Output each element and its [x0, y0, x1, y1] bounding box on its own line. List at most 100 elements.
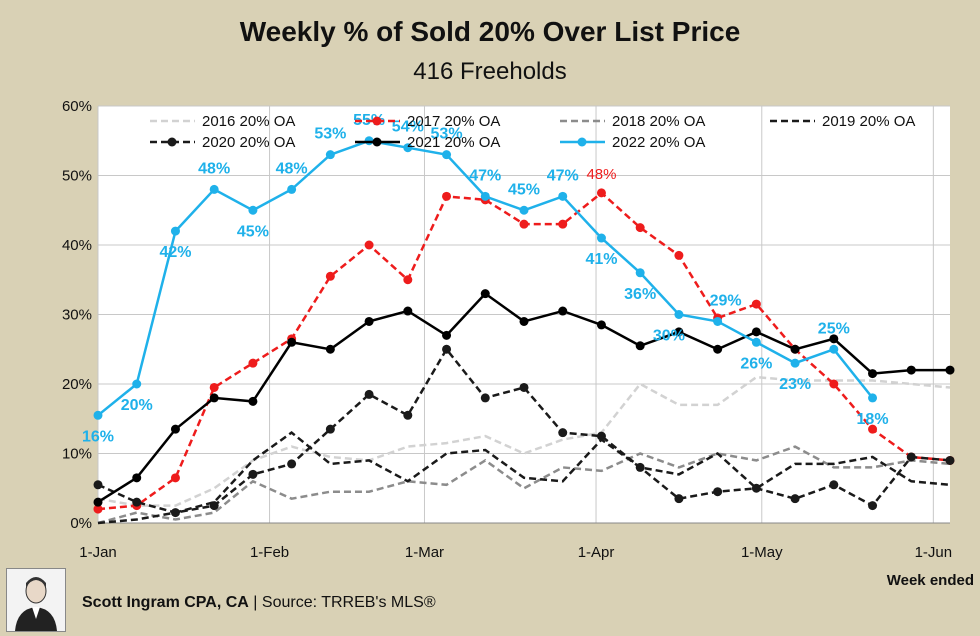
- y-tick-label: 50%: [62, 168, 92, 185]
- legend-label: 2022 20% OA: [612, 134, 705, 151]
- series-point-5: [945, 365, 955, 375]
- data-label: 47%: [547, 167, 579, 184]
- x-tick-label: 1-Feb: [250, 544, 289, 561]
- legend-label: 2016 20% OA: [202, 113, 295, 130]
- series-point-5: [287, 337, 297, 347]
- y-tick-label: 0%: [70, 515, 92, 532]
- series-point-5: [868, 369, 878, 379]
- series-point-4: [209, 501, 219, 511]
- data-label: 45%: [237, 223, 269, 240]
- chart-title: Weekly % of Sold 20% Over List Price: [239, 16, 741, 47]
- series-point-4: [558, 428, 568, 438]
- series-point-4: [945, 455, 955, 465]
- series-point-6: [751, 337, 761, 347]
- series-point-5: [674, 327, 684, 337]
- y-tick-label: 40%: [62, 237, 92, 254]
- footer-credit: Scott Ingram CPA, CA | Source: TRREB's M…: [82, 594, 436, 612]
- data-label: 20%: [121, 397, 153, 414]
- chart-subtitle: 416 Freeholds: [413, 58, 567, 85]
- series-point-4: [480, 393, 490, 403]
- series-point-4: [674, 494, 684, 504]
- series-point-4: [442, 344, 452, 354]
- series-point-1: [519, 219, 529, 229]
- series-point-1: [209, 382, 219, 392]
- series-point-6: [209, 184, 219, 194]
- series-point-6: [170, 226, 180, 236]
- series-point-5: [635, 341, 645, 351]
- series-point-6: [790, 358, 800, 368]
- data-label: 53%: [314, 126, 346, 143]
- series-point-5: [132, 473, 142, 483]
- series-point-5: [596, 320, 606, 330]
- y-tick-label: 20%: [62, 376, 92, 393]
- series-point-1: [325, 271, 335, 281]
- series-line-3: [97, 431, 951, 525]
- data-label: 16%: [82, 428, 114, 445]
- series-point-6: [325, 150, 335, 160]
- series-point-4: [170, 508, 180, 518]
- series-point-5: [248, 396, 258, 406]
- legend-label: 2019 20% OA: [822, 113, 915, 130]
- series-point-1: [751, 299, 761, 309]
- series-point-1: [868, 424, 878, 434]
- legend-label: 2020 20% OA: [202, 134, 295, 151]
- series-point-1: [170, 473, 180, 483]
- series-point-6: [248, 205, 258, 215]
- y-tick-label: 60%: [62, 98, 92, 115]
- series-line-0: [97, 375, 951, 507]
- series-point-6: [558, 191, 568, 201]
- data-label: 30%: [653, 328, 685, 345]
- x-tick-label: 1-Mar: [405, 544, 444, 561]
- series-point-4: [287, 459, 297, 469]
- data-label: 48%: [198, 160, 230, 177]
- x-tick-label: 1-May: [741, 544, 783, 561]
- series-point-6: [287, 184, 297, 194]
- x-tick-label: 1-Jan: [79, 544, 117, 561]
- author-name: Scott Ingram CPA, CA: [82, 594, 249, 611]
- data-label: 45%: [508, 181, 540, 198]
- legend-marker-6: [577, 137, 587, 147]
- series-point-1: [93, 504, 103, 514]
- y-tick-label: 30%: [62, 307, 92, 324]
- series-point-5: [170, 424, 180, 434]
- series-point-5: [751, 327, 761, 337]
- series-point-5: [442, 330, 452, 340]
- y-tick-label: 10%: [62, 446, 92, 463]
- series-line-4: [97, 347, 951, 514]
- series-point-4: [519, 382, 529, 392]
- series-point-1: [635, 223, 645, 233]
- series-point-1: [403, 275, 413, 285]
- series-point-6: [713, 316, 723, 326]
- footer: Scott Ingram CPA, CA | Source: TRREB's M…: [0, 566, 980, 636]
- data-label: 18%: [857, 411, 889, 428]
- series-point-5: [403, 306, 413, 316]
- series-point-6: [868, 393, 878, 403]
- x-axis-caption: Week ended: [886, 572, 974, 589]
- series-point-4: [403, 410, 413, 420]
- legend-marker-1: [372, 116, 382, 126]
- series-point-5: [713, 344, 723, 354]
- data-label: 48%: [276, 160, 308, 177]
- series-point-1: [829, 379, 839, 389]
- data-label: 42%: [159, 244, 191, 261]
- series-point-5: [519, 316, 529, 326]
- series-point-5: [93, 497, 103, 507]
- series-point-4: [751, 483, 761, 493]
- data-label: 23%: [779, 376, 811, 393]
- series-point-4: [132, 497, 142, 507]
- series-point-4: [248, 469, 258, 479]
- data-label: 48%: [586, 166, 616, 183]
- x-tick-label: 1-Jun: [915, 544, 953, 561]
- series-point-1: [248, 358, 258, 368]
- series-point-4: [829, 480, 839, 490]
- series-point-6: [635, 268, 645, 278]
- series-point-5: [790, 344, 800, 354]
- data-label: 53%: [431, 126, 463, 143]
- data-label: 36%: [624, 286, 656, 303]
- series-point-4: [868, 501, 878, 511]
- data-label: 41%: [585, 251, 617, 268]
- series-point-4: [364, 389, 374, 399]
- series-point-4: [713, 487, 723, 497]
- series-line-2: [97, 445, 951, 525]
